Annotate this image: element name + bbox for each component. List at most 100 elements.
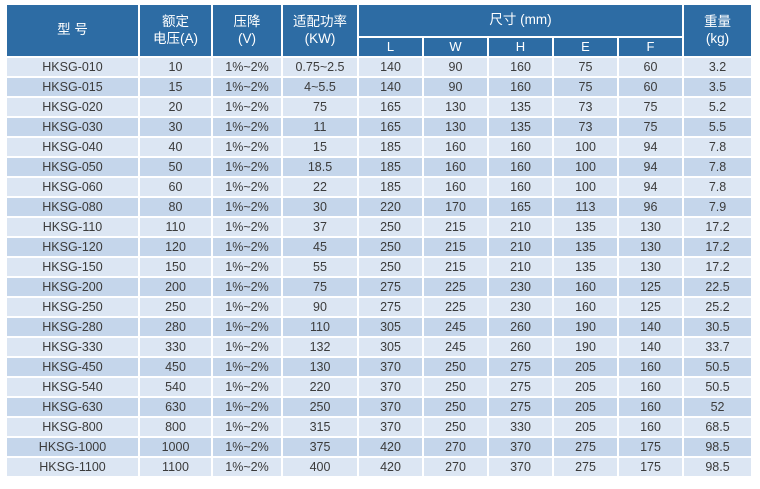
table-cell: 135 bbox=[554, 238, 619, 258]
col-header-model: 型 号 bbox=[7, 5, 140, 58]
table-cell: 160 bbox=[489, 78, 554, 98]
table-cell: 100 bbox=[554, 178, 619, 198]
table-cell: 230 bbox=[489, 278, 554, 298]
table-cell: 22.5 bbox=[684, 278, 754, 298]
table-cell: 160 bbox=[619, 358, 685, 378]
table-cell: 73 bbox=[554, 98, 619, 118]
table-cell: 1%~2% bbox=[213, 298, 283, 318]
table-cell: 7.9 bbox=[684, 198, 754, 218]
col-header-dim-e: E bbox=[554, 38, 619, 58]
table-cell: 400 bbox=[283, 458, 359, 478]
table-cell: 205 bbox=[554, 418, 619, 438]
table-cell: 225 bbox=[424, 278, 489, 298]
table-cell: 94 bbox=[619, 138, 685, 158]
table-cell: 165 bbox=[359, 98, 424, 118]
table-cell: 110 bbox=[140, 218, 213, 238]
table-cell: 60 bbox=[619, 78, 685, 98]
table-cell: 1%~2% bbox=[213, 438, 283, 458]
table-cell: 90 bbox=[283, 298, 359, 318]
table-cell: 225 bbox=[424, 298, 489, 318]
table-cell: 94 bbox=[619, 158, 685, 178]
table-cell: 375 bbox=[283, 438, 359, 458]
table-row: HKSG-280 280 1%~2% 110 305 245 260 190 140 30.5 bbox=[7, 318, 754, 338]
table-cell: 135 bbox=[489, 98, 554, 118]
table-cell: 1%~2% bbox=[213, 158, 283, 178]
table-cell: 75 bbox=[554, 78, 619, 98]
table-cell: 1%~2% bbox=[213, 338, 283, 358]
table-cell: 245 bbox=[424, 318, 489, 338]
table-cell: 75 bbox=[619, 118, 685, 138]
table-cell: HKSG-020 bbox=[7, 98, 140, 118]
table-cell: HKSG-050 bbox=[7, 158, 140, 178]
table-cell: HKSG-120 bbox=[7, 238, 140, 258]
table-cell: 370 bbox=[359, 398, 424, 418]
table-cell: 10 bbox=[140, 58, 213, 78]
table-cell: HKSG-250 bbox=[7, 298, 140, 318]
table-cell: 1%~2% bbox=[213, 178, 283, 198]
table-cell: 5.5 bbox=[684, 118, 754, 138]
table-cell: HKSG-060 bbox=[7, 178, 140, 198]
table-cell: 210 bbox=[489, 238, 554, 258]
table-cell: 160 bbox=[489, 58, 554, 78]
table-row: HKSG-110 110 1%~2% 37 250 215 210 135 130 17.2 bbox=[7, 218, 754, 238]
table-cell: 1%~2% bbox=[213, 218, 283, 238]
table-cell: 260 bbox=[489, 338, 554, 358]
col-header-dim-h: H bbox=[489, 38, 554, 58]
table-cell: 275 bbox=[359, 278, 424, 298]
table-cell: 800 bbox=[140, 418, 213, 438]
table-cell: 98.5 bbox=[684, 438, 754, 458]
table-cell: 1000 bbox=[140, 438, 213, 458]
table-cell: HKSG-200 bbox=[7, 278, 140, 298]
table-row: HKSG-330 330 1%~2% 132 305 245 260 190 140 33.7 bbox=[7, 338, 754, 358]
table-cell: 30 bbox=[283, 198, 359, 218]
table-cell: 250 bbox=[424, 358, 489, 378]
table-cell: 420 bbox=[359, 458, 424, 478]
table-cell: HKSG-330 bbox=[7, 338, 140, 358]
table-cell: 135 bbox=[489, 118, 554, 138]
table-cell: 68.5 bbox=[684, 418, 754, 438]
table-cell: 100 bbox=[554, 158, 619, 178]
table-cell: 1100 bbox=[140, 458, 213, 478]
table-cell: 1%~2% bbox=[213, 198, 283, 218]
table-cell: 250 bbox=[283, 398, 359, 418]
table-cell: 140 bbox=[619, 338, 685, 358]
table-cell: HKSG-1000 bbox=[7, 438, 140, 458]
table-cell: HKSG-280 bbox=[7, 318, 140, 338]
table-row: HKSG-120 120 1%~2% 45 250 215 210 135 130 17.2 bbox=[7, 238, 754, 258]
table-cell: 160 bbox=[424, 178, 489, 198]
table-cell: 75 bbox=[283, 98, 359, 118]
table-cell: 135 bbox=[554, 218, 619, 238]
table-cell: 96 bbox=[619, 198, 685, 218]
table-cell: 17.2 bbox=[684, 238, 754, 258]
table-cell: 132 bbox=[283, 338, 359, 358]
table-cell: 1%~2% bbox=[213, 378, 283, 398]
table-cell: 60 bbox=[140, 178, 213, 198]
table-cell: 185 bbox=[359, 138, 424, 158]
table-header: 型 号 额定 电压(A) 压降 (V) 适配功率 (KW) 尺寸 (mm) 重量… bbox=[7, 5, 754, 58]
table-row: HKSG-020 20 1%~2% 75 165 130 135 73 75 5.2 bbox=[7, 98, 754, 118]
table-cell: HKSG-540 bbox=[7, 378, 140, 398]
table-cell: 250 bbox=[359, 218, 424, 238]
page: 型 号 额定 电压(A) 压降 (V) 适配功率 (KW) 尺寸 (mm) 重量… bbox=[7, 5, 754, 478]
table-cell: HKSG-1100 bbox=[7, 458, 140, 478]
table-cell: 270 bbox=[424, 458, 489, 478]
table-cell: 90 bbox=[424, 78, 489, 98]
table-cell: 450 bbox=[140, 358, 213, 378]
header-row-main: 型 号 额定 电压(A) 压降 (V) 适配功率 (KW) 尺寸 (mm) 重量… bbox=[7, 5, 754, 58]
table-cell: 370 bbox=[489, 438, 554, 458]
table-cell: 3.2 bbox=[684, 58, 754, 78]
table-cell: 75 bbox=[283, 278, 359, 298]
table-cell: 250 bbox=[140, 298, 213, 318]
table-cell: 1%~2% bbox=[213, 238, 283, 258]
table-cell: 330 bbox=[489, 418, 554, 438]
col-header-dim-w: W bbox=[424, 38, 489, 58]
table-cell: 370 bbox=[489, 458, 554, 478]
table-row: HKSG-1000 1000 1%~2% 375 420 270 370 275 175 98.5 bbox=[7, 438, 754, 458]
table-cell: 1%~2% bbox=[213, 458, 283, 478]
table-cell: 175 bbox=[619, 458, 685, 478]
table-cell: 370 bbox=[359, 418, 424, 438]
table-cell: 165 bbox=[489, 198, 554, 218]
table-row: HKSG-450 450 1%~2% 130 370 250 275 205 160 50.5 bbox=[7, 358, 754, 378]
table-cell: 7.8 bbox=[684, 178, 754, 198]
